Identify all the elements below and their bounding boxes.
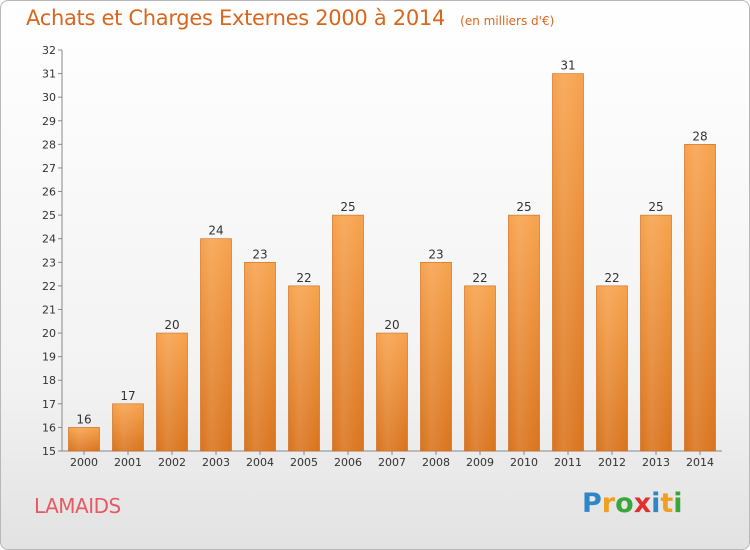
x-tick-label: 2005 [290,456,318,469]
x-tick-label: 2010 [510,456,538,469]
x-tick-label: 2008 [422,456,450,469]
x-tick-label: 2006 [334,456,362,469]
logo-letter: t [660,488,674,519]
y-tick-label: 18 [42,374,56,387]
bar-highlight [464,285,496,451]
y-tick-label: 26 [42,186,56,199]
data-label: 22 [296,271,311,285]
x-tick-label: 2011 [554,456,582,469]
y-tick-label: 17 [42,398,56,411]
data-label: 25 [516,200,531,214]
y-tick-label: 32 [42,44,56,57]
y-tick-label: 20 [42,327,56,340]
bar-highlight [420,262,452,451]
y-tick-label: 23 [42,256,56,269]
bars [68,73,716,452]
x-tick-label: 2004 [246,456,274,469]
x-tick-label: 2001 [114,456,142,469]
data-label: 22 [472,271,487,285]
bar-highlight [684,144,716,451]
data-label: 20 [164,318,179,332]
bar-highlight [112,403,144,451]
logo-letter: P [582,488,602,519]
data-label: 23 [252,247,267,261]
chart-title: Achats et Charges Externes 2000 à 2014 [26,6,446,30]
x-tick-label: 2003 [202,456,230,469]
data-label: 24 [208,224,223,238]
x-tick-label: 2009 [466,456,494,469]
y-tick-label: 27 [42,162,56,175]
data-label: 31 [560,59,575,73]
data-label: 23 [428,247,443,261]
bar-highlight [332,215,364,451]
bar-highlight [508,215,540,451]
x-tick-label: 2013 [642,456,670,469]
x-tick-label: 2012 [598,456,626,469]
x-tick-label: 2000 [70,456,98,469]
y-tick-label: 28 [42,138,56,151]
bar-highlight [640,215,672,451]
bar-highlight [596,285,628,451]
x-tick-label: 2007 [378,456,406,469]
data-label: 25 [340,200,355,214]
y-tick-label: 16 [42,421,56,434]
y-tick-label: 19 [42,351,56,364]
chart-subtitle: (en milliers d'€) [460,14,555,28]
bar-highlight [552,73,584,452]
logo-letter: r [601,488,616,519]
logo-letter: x [633,488,652,519]
data-label: 16 [76,412,91,426]
y-tick-label: 25 [42,209,56,222]
y-tick-label: 24 [42,233,56,246]
bar-highlight [200,238,232,451]
title-row: Achats et Charges Externes 2000 à 2014 (… [26,6,554,30]
bar-highlight [156,333,188,451]
y-tick-label: 31 [42,68,56,81]
commune-name: LAMAIDS [34,494,121,518]
logo-letter: o [615,488,634,519]
y-tick-label: 29 [42,115,56,128]
data-label: 22 [604,271,619,285]
logo-letter: i [651,488,661,519]
bar-highlight [68,427,100,451]
y-tick-label: 15 [42,445,56,458]
y-tick-label: 22 [42,280,56,293]
proxiti-logo: Proxiti [582,488,683,519]
y-tick-label: 21 [42,303,56,316]
data-label: 25 [648,200,663,214]
data-label: 28 [692,129,707,143]
bar-highlight [376,333,408,451]
bar-highlight [244,262,276,451]
y-tick-label: 30 [42,91,56,104]
data-labels: 16 17 20 24 23 22 25 20 23 22 25 31 22 25 28 [76,59,707,427]
x-tick-label: 2002 [158,456,186,469]
bar-highlight [288,285,320,451]
data-label: 17 [120,389,135,403]
data-label: 20 [384,318,399,332]
logo-letter: i [673,488,683,519]
x-tick-label: 2014 [686,456,714,469]
